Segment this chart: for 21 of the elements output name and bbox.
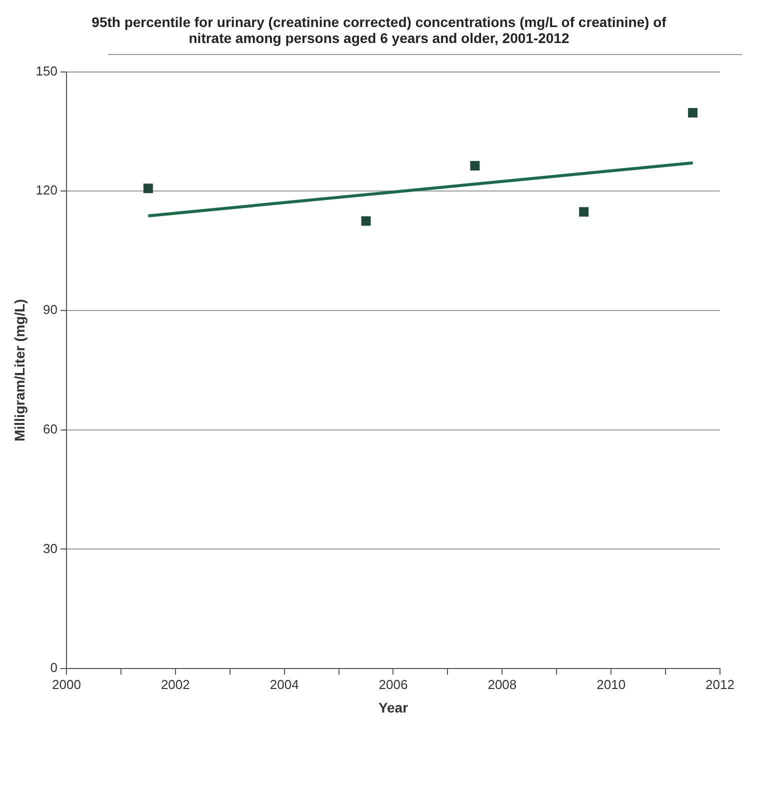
x-tick-label: 2000 [52, 676, 81, 692]
x-tick-label: 2002 [160, 676, 190, 692]
y-tick-label: 150 [36, 63, 58, 78]
chart-title: 95th percentile for urinary (creatinine corrected) concentrations (mg/L of creatinine) of nitrate among persons aged 6 years and older, 2001-2012 [90, 13, 668, 48]
point [579, 207, 589, 217]
x-axis-title: Year [378, 699, 409, 716]
x-tick-label: 2010 [596, 676, 626, 692]
point [688, 108, 698, 118]
x-tick-label: 2008 [488, 676, 517, 692]
y-axis-title: Milligram/Liter (mg/L) [11, 299, 28, 442]
x-tick-label: 2006 [378, 676, 408, 692]
y-tick-label: 60 [43, 421, 58, 436]
x-tick-label: 2004 [270, 676, 299, 692]
y-tick-label: 120 [36, 182, 58, 198]
point [143, 184, 153, 194]
y-tick-label: 90 [43, 302, 58, 318]
x-tick-label: 2012 [706, 676, 734, 692]
y-tick-label: 0 [50, 660, 58, 676]
y-tick-label: 30 [43, 540, 58, 556]
point [470, 160, 480, 170]
point [361, 216, 371, 226]
